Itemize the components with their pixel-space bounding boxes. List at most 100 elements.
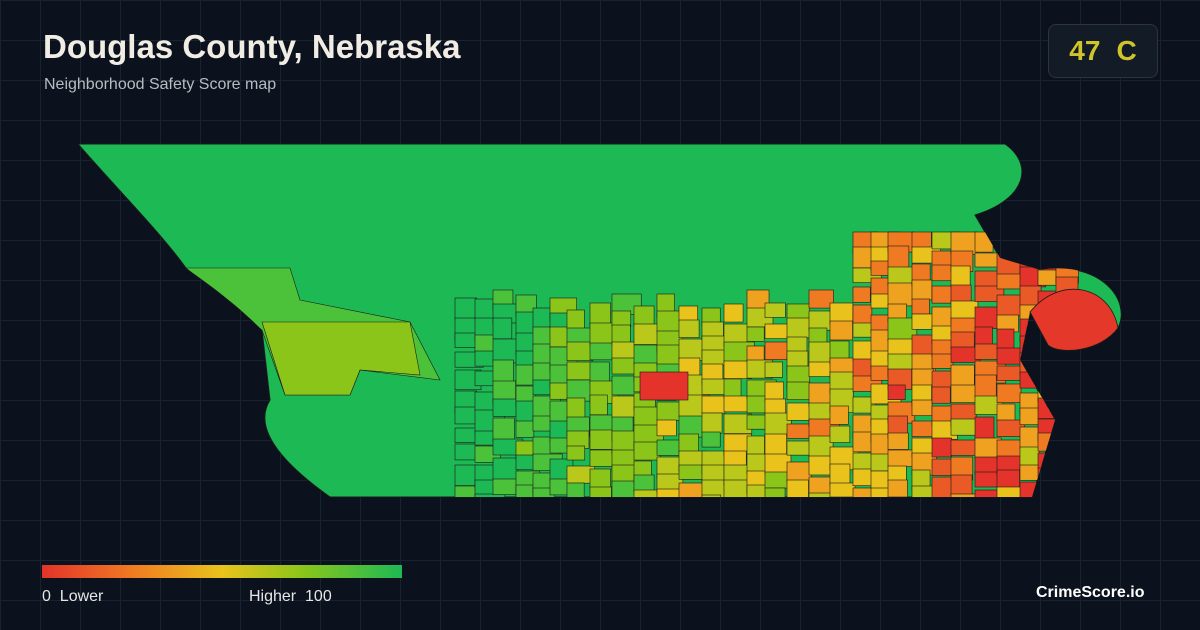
tract	[1055, 438, 1083, 456]
tract	[974, 471, 1001, 488]
tract	[656, 419, 677, 437]
tract	[829, 496, 856, 497]
tract	[515, 484, 534, 497]
tract	[996, 347, 1024, 365]
tract	[633, 305, 655, 327]
tract	[786, 440, 812, 456]
tract	[932, 498, 962, 520]
tract	[633, 489, 661, 497]
tract	[829, 320, 853, 341]
tract	[996, 252, 1021, 276]
tract	[829, 302, 854, 325]
tract	[931, 353, 954, 369]
tract	[454, 464, 478, 486]
tract	[492, 359, 514, 382]
tract	[870, 487, 893, 497]
tract	[1055, 457, 1082, 481]
tract	[678, 305, 699, 322]
tract	[950, 265, 971, 288]
tract	[911, 298, 930, 315]
tract	[996, 231, 1017, 251]
tract	[723, 395, 749, 413]
tract	[678, 319, 700, 338]
tract	[633, 406, 661, 427]
tract	[996, 486, 1021, 497]
tract	[515, 454, 536, 471]
tract	[1019, 426, 1040, 449]
tract	[492, 478, 517, 495]
tract	[870, 260, 890, 276]
tract	[931, 386, 951, 404]
tract	[887, 465, 907, 482]
tract	[996, 365, 1022, 381]
tract	[633, 474, 655, 493]
tract	[566, 445, 586, 461]
tract	[454, 406, 479, 425]
tract	[764, 398, 786, 415]
tract	[887, 496, 908, 497]
legend-max-value: 100	[305, 588, 332, 605]
tract	[566, 397, 586, 420]
tract	[974, 416, 995, 440]
tract	[931, 437, 952, 458]
tract	[633, 441, 661, 461]
tract	[492, 417, 515, 443]
tract	[974, 374, 997, 398]
tract	[931, 285, 954, 304]
tract	[911, 420, 934, 437]
tract	[493, 498, 517, 520]
tract	[656, 488, 688, 497]
tract	[996, 383, 1022, 403]
tract	[1029, 288, 1119, 351]
tract	[701, 378, 728, 395]
legend-max: Higher 100	[249, 588, 332, 606]
tract	[1019, 335, 1045, 358]
tract	[515, 420, 535, 438]
tract	[701, 479, 727, 497]
tract	[454, 485, 478, 497]
tract	[261, 321, 421, 396]
tract	[852, 286, 871, 303]
tract	[589, 429, 613, 450]
legend-min-label: Lower	[59, 588, 104, 605]
tract	[764, 361, 783, 378]
tract	[764, 381, 784, 402]
tract	[474, 493, 506, 497]
score-value: 47	[1069, 35, 1101, 66]
tract	[950, 474, 973, 496]
tract	[656, 439, 682, 456]
tract	[808, 435, 834, 458]
tract	[1055, 478, 1080, 497]
score-badge: 47 C	[1048, 24, 1158, 78]
tract	[589, 449, 615, 467]
tract	[589, 486, 612, 497]
tract	[950, 493, 976, 497]
tract	[996, 469, 1020, 489]
tract	[678, 464, 705, 480]
tract	[1055, 418, 1086, 436]
tract	[1055, 231, 1075, 252]
tract	[808, 361, 832, 377]
tract	[454, 443, 479, 461]
tract	[701, 464, 725, 483]
tract	[566, 482, 585, 497]
tract	[786, 461, 812, 483]
tract	[786, 303, 810, 321]
tract	[1037, 452, 1058, 469]
subtitle: Neighborhood Safety Score map	[44, 76, 277, 93]
tract	[808, 310, 831, 331]
tract	[1055, 398, 1078, 419]
tract	[911, 279, 933, 301]
tract	[786, 479, 809, 497]
tract	[950, 384, 978, 404]
tract	[454, 297, 477, 320]
legend-max-label: Higher	[249, 588, 297, 605]
tract	[1037, 231, 1063, 256]
score-grade: C	[1116, 35, 1137, 66]
tract	[1055, 246, 1080, 264]
legend-min: 0 Lower	[42, 588, 103, 606]
tract	[589, 468, 611, 490]
tract	[996, 328, 1015, 350]
tract	[474, 370, 495, 387]
